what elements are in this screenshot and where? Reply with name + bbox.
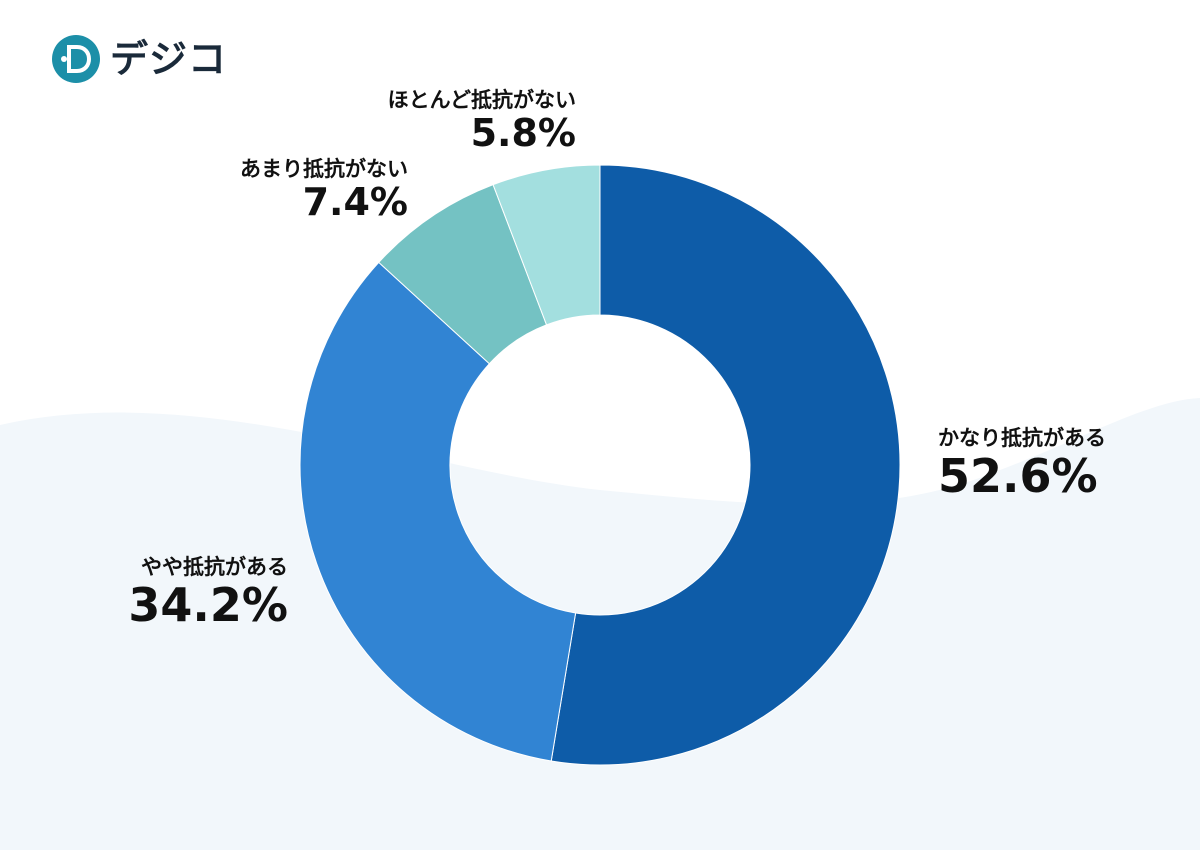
brand-logo-text: デジコ [110,37,228,81]
slice-label-2: あまり抵抗がない 7.4% [200,157,408,224]
donut-slice-3 [492,164,601,326]
slice-value-0: 52.6% [938,449,1098,504]
slice-value-1: 34.2% [128,578,288,633]
slice-name-0: かなり抵抗がある [938,426,1106,450]
brand-logo-icon [52,35,100,83]
slice-name-3: ほとんど抵抗がない [387,88,576,112]
slice-value-2: 7.4% [302,180,408,225]
donut-slice-1 [299,261,577,762]
slice-label-1: やや抵抗がある 34.2% [110,555,288,631]
slice-name-2: あまり抵抗がない [240,157,408,181]
donut-slice-0 [550,164,901,766]
slice-name-1: やや抵抗がある [141,555,288,579]
slice-label-3: ほとんど抵抗がない 5.8% [356,88,576,155]
brand-logo: デジコ [50,34,227,84]
slice-value-3: 5.8% [470,111,576,156]
slice-label-0: かなり抵抗がある 52.6% [938,426,1106,502]
